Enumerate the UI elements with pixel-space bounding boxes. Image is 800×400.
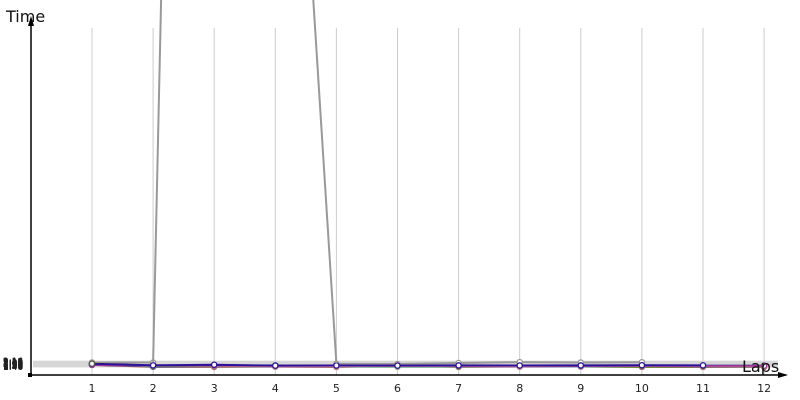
x-tick-label: 9	[577, 382, 584, 395]
x-tick-label: 6	[394, 382, 401, 395]
y-tick-label: 1:57	[3, 361, 23, 371]
y-tick-label: 2:11	[3, 358, 23, 368]
y-tick-label: 1:52	[3, 362, 23, 372]
y-tick-label: 2:07	[3, 359, 23, 369]
series	[88, 360, 96, 367]
y-tick-label: 1:46	[3, 363, 23, 373]
series-line	[336, 361, 642, 365]
y-tick-label: 1:55	[3, 361, 23, 371]
data-point	[210, 361, 218, 368]
x-tick-label: 12	[757, 382, 771, 395]
x-tick-label: 2	[150, 382, 157, 395]
y-tick-label: 1:53	[3, 362, 23, 372]
data-point	[638, 361, 646, 369]
x-tick-label: 1	[89, 382, 96, 395]
y-tick-label: 2:03	[3, 360, 23, 370]
y-tick-label: 1:51	[3, 362, 23, 372]
y-tick-label: 2:09	[3, 359, 23, 369]
x-tick-label: 11	[696, 382, 710, 395]
data-point	[88, 360, 96, 367]
y-axis-title: Time	[5, 7, 45, 26]
y-tick-label: 2:05	[3, 359, 23, 369]
series	[88, 360, 707, 369]
y-tick-label: 2:04	[3, 359, 23, 369]
data-point	[455, 362, 462, 369]
x-tick-label: 7	[455, 382, 462, 395]
y-tick-label: 2:01	[3, 360, 23, 370]
y-tick-label: 1:54	[3, 361, 23, 371]
data-point	[699, 362, 707, 369]
y-tick-label: 2:13	[3, 358, 23, 368]
y-tick-label: 2:14	[3, 358, 23, 368]
y-tick-label: 1:56	[3, 361, 23, 371]
y-tick-label: 1:58	[3, 361, 23, 371]
x-axis-title: Laps	[742, 357, 779, 376]
y-tick-label: 2:16	[3, 357, 23, 367]
y-tick-label: 2:15	[3, 357, 23, 367]
series-line	[312, 0, 338, 364]
series-line	[152, 0, 163, 363]
y-tick-label: 2:10	[3, 358, 23, 368]
y-tick-label: 1:49	[3, 362, 23, 372]
y-tick-label: 2:08	[3, 359, 23, 369]
grid	[33, 28, 778, 375]
data-point	[516, 362, 523, 369]
y-tick-label: 1:59	[3, 360, 23, 370]
x-tick-label: 10	[635, 382, 649, 395]
data-point	[577, 362, 585, 369]
x-axis-arrow	[778, 372, 788, 378]
y-tick-label: 1:47	[3, 363, 23, 373]
axes	[28, 16, 788, 378]
y-axis-arrow	[28, 16, 34, 26]
y-tick-label: 1:50	[3, 362, 23, 372]
x-tick-label: 5	[333, 382, 340, 395]
x-tick-label: 8	[516, 382, 523, 395]
x-tick-labels: 1 2 3 4 5 6 7 8 9 10 11 12	[89, 382, 772, 395]
y-tick-label: 2:02	[3, 360, 23, 370]
y-tick-labels: 1:461:471:481:491:501:511:521:531:541:55…	[3, 357, 23, 373]
x-tick-label: 3	[211, 382, 218, 395]
y-tick-label: 2:00	[3, 360, 23, 370]
axis-origin	[28, 373, 32, 377]
series-lines	[88, 0, 768, 371]
x-tick-label: 4	[272, 382, 279, 395]
data-point	[149, 362, 157, 369]
y-tick-label: 1:48	[3, 362, 23, 372]
y-tick-label: 2:12	[3, 358, 23, 368]
y-tick-label: 2:06	[3, 359, 23, 369]
data-point	[272, 362, 279, 369]
data-point	[394, 362, 401, 369]
data-point	[760, 362, 768, 370]
